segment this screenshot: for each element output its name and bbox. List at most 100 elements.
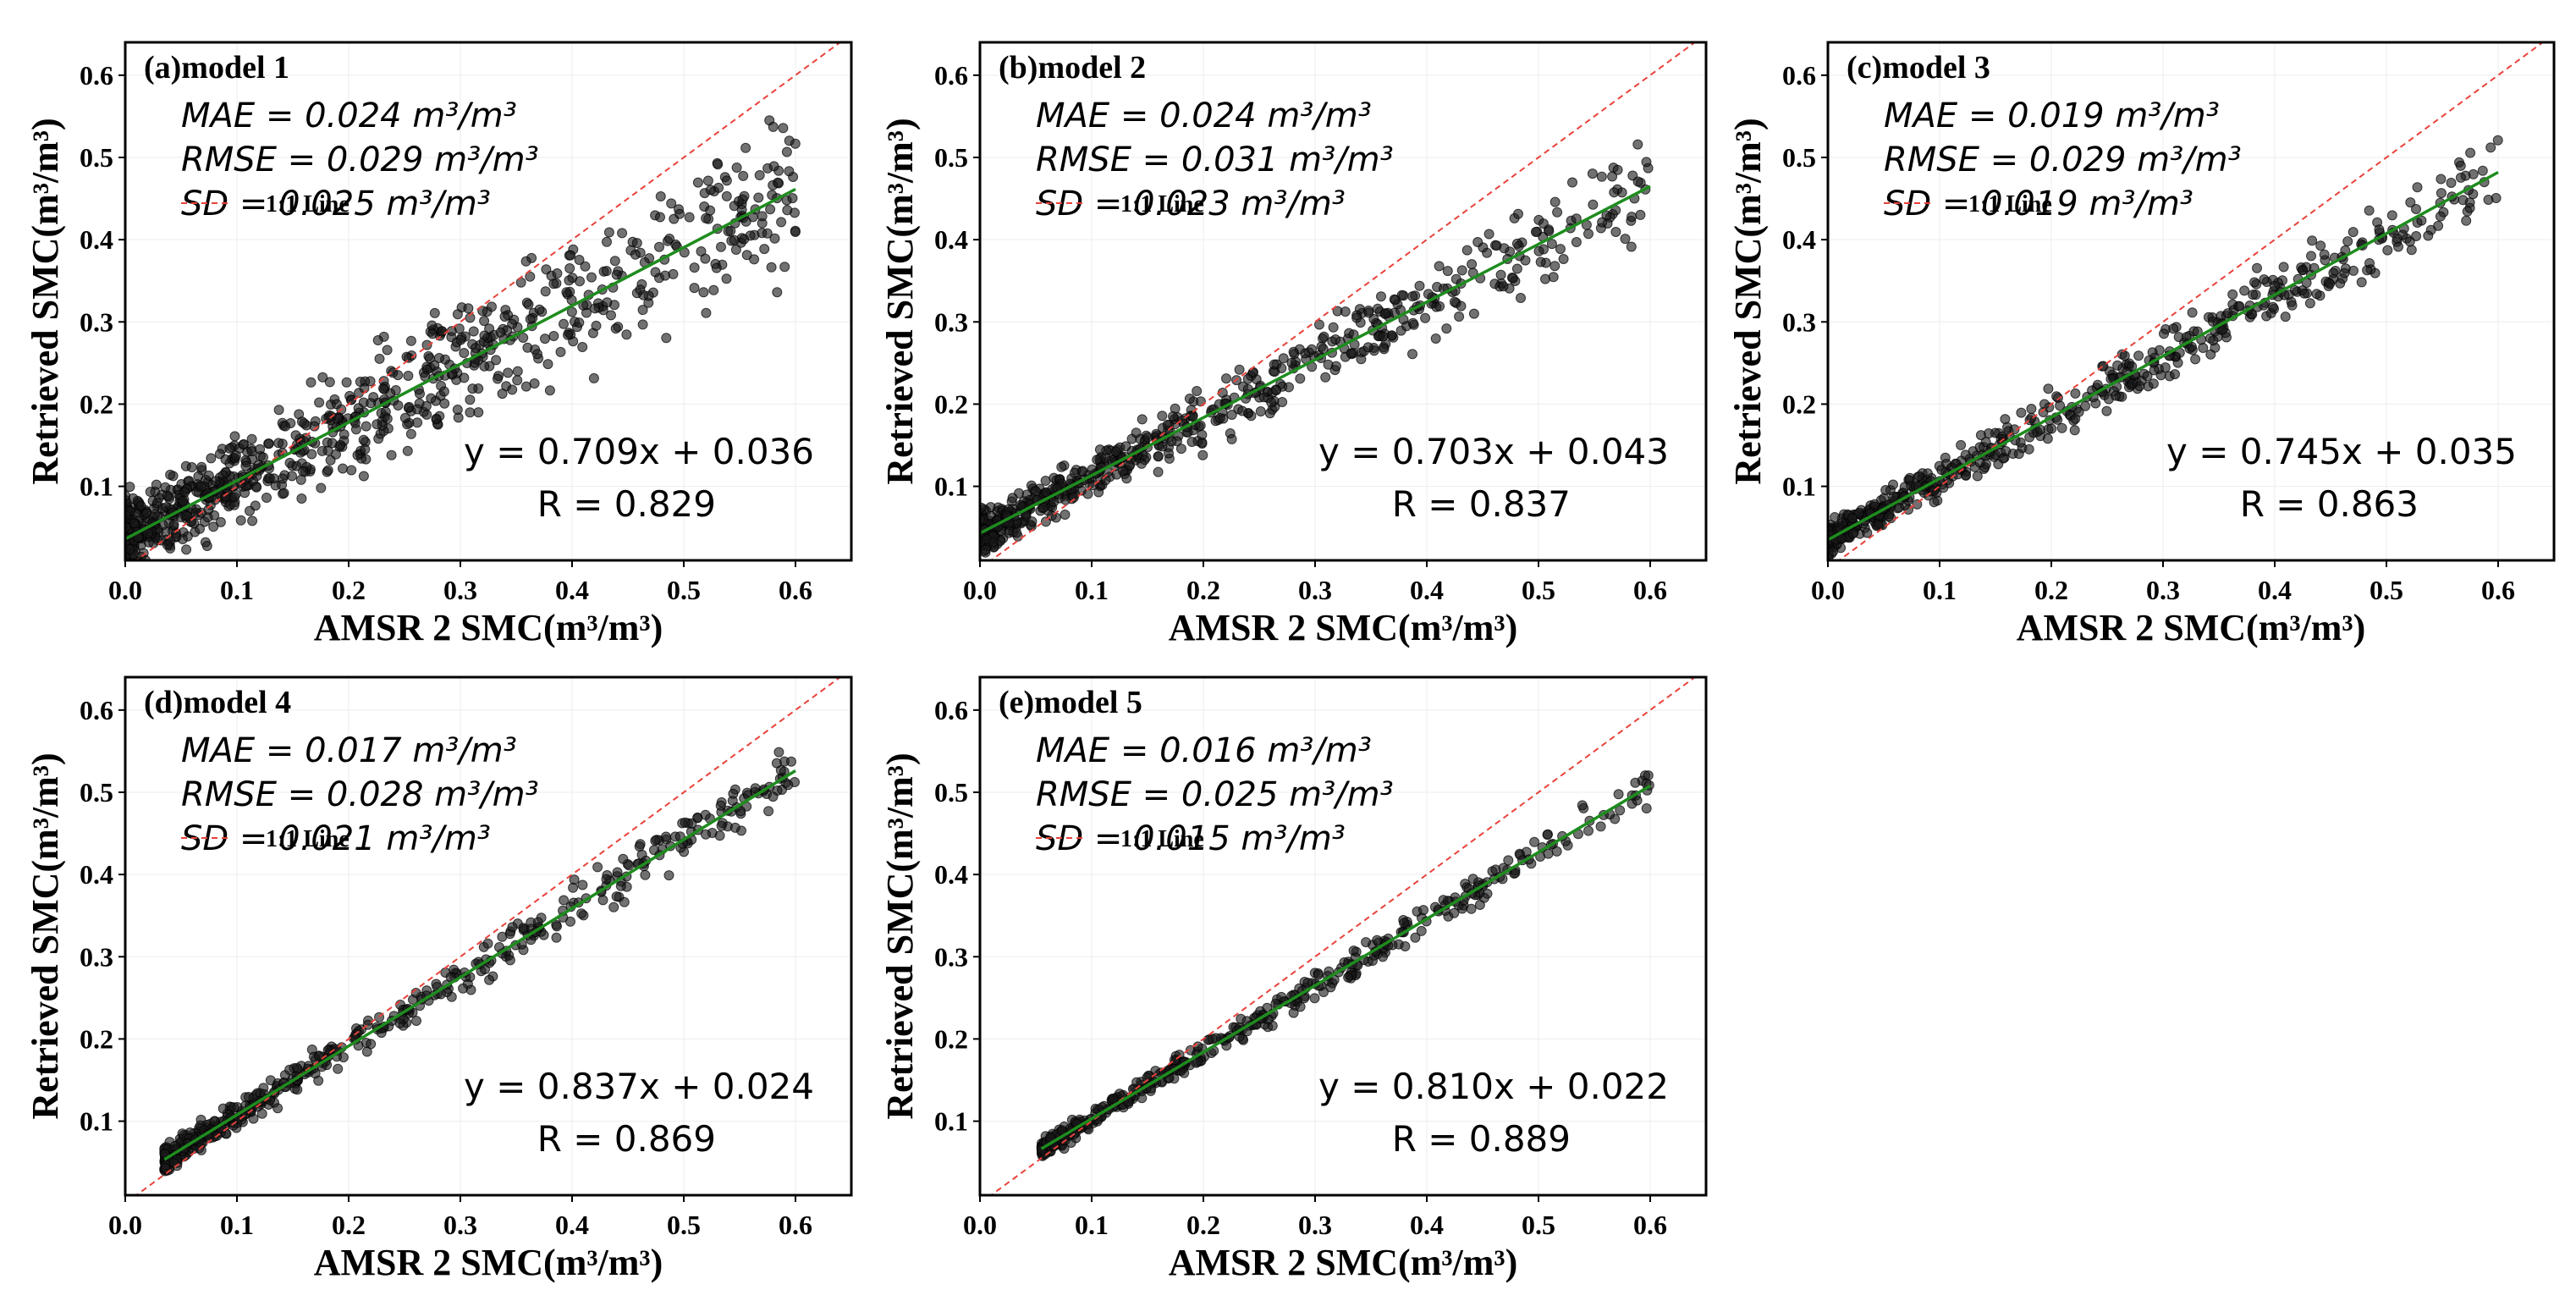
- data-point: [701, 212, 712, 223]
- data-point: [754, 170, 765, 180]
- data-point: [141, 508, 151, 519]
- data-point: [1313, 969, 1324, 980]
- data-point: [2436, 188, 2447, 199]
- data-point: [2070, 413, 2081, 424]
- data-point: [701, 307, 712, 318]
- data-point: [209, 1116, 220, 1127]
- data-point: [650, 267, 661, 278]
- data-point: [1914, 471, 1924, 482]
- data-point: [776, 217, 787, 228]
- data-point: [739, 234, 750, 245]
- data-point: [333, 1063, 344, 1074]
- data-point: [2042, 433, 2053, 444]
- plot-frame: [978, 41, 1708, 562]
- data-point: [1407, 291, 1418, 302]
- y-tick-label: 0.3: [934, 941, 968, 972]
- data-point: [1351, 312, 1362, 323]
- plot-frame: [1826, 41, 2556, 562]
- data-point: [487, 301, 497, 312]
- data-point: [313, 1075, 324, 1086]
- stat-line: RMSE = 0.029 m³/m³: [1884, 141, 2242, 179]
- data-point: [2455, 172, 2466, 183]
- data-point: [1548, 272, 1559, 283]
- data-point: [2304, 298, 2315, 309]
- data-point: [1031, 486, 1041, 497]
- data-point: [280, 421, 291, 432]
- data-point: [1880, 485, 1891, 495]
- data-point: [1620, 234, 1631, 245]
- data-point: [386, 449, 397, 460]
- data-point: [427, 328, 438, 339]
- data-point: [162, 539, 173, 550]
- data-point: [590, 303, 601, 314]
- data-point: [126, 565, 135, 575]
- data-point: [1164, 448, 1174, 459]
- data-point: [2433, 220, 2444, 231]
- data-point: [1309, 993, 1320, 1004]
- data-point: [258, 452, 268, 463]
- data-point: [736, 204, 747, 215]
- y-tick-label: 0.6: [80, 60, 113, 91]
- data-point: [284, 1064, 295, 1075]
- stat-line: RMSE = 0.031 m³/m³: [1036, 141, 1394, 179]
- data-point: [576, 908, 587, 919]
- data-point: [2127, 378, 2138, 389]
- data-point: [503, 367, 514, 378]
- data-point: [151, 498, 162, 509]
- data-point: [1137, 414, 1148, 425]
- data-point: [1632, 176, 1643, 187]
- data-point: [1049, 497, 1060, 507]
- stat-line: SD = 0.025 m³/m³: [181, 185, 491, 223]
- data-point: [429, 307, 440, 318]
- data-point: [1544, 226, 1555, 237]
- y-tick-label: 0.6: [1782, 60, 1816, 91]
- data-point: [1847, 528, 1858, 539]
- data-point: [611, 269, 622, 280]
- data-point: [251, 482, 262, 493]
- data-point: [1153, 451, 1164, 462]
- data-point: [217, 1103, 228, 1114]
- data-point: [1888, 491, 1899, 502]
- data-point: [228, 1102, 239, 1113]
- x-tick-label: 0.5: [1522, 1210, 1555, 1240]
- data-point: [552, 921, 562, 932]
- y-tick-label: 0.6: [934, 60, 968, 91]
- data-point: [2435, 211, 2446, 222]
- data-point: [654, 241, 664, 252]
- data-point: [129, 518, 140, 529]
- data-point: [165, 469, 176, 480]
- data-point: [1320, 372, 1331, 383]
- data-point: [617, 228, 628, 239]
- data-point: [1166, 436, 1177, 447]
- data-point: [1340, 306, 1351, 317]
- data-point: [711, 262, 722, 273]
- data-point: [358, 471, 369, 482]
- data-point: [1092, 455, 1103, 466]
- x-tick-label: 0.5: [2370, 575, 2403, 605]
- data-point: [602, 297, 613, 308]
- data-point: [162, 490, 173, 501]
- data-point: [1082, 488, 1093, 499]
- x-tick-label: 0.6: [1633, 1210, 1667, 1240]
- data-point: [366, 398, 377, 409]
- data-point: [1583, 825, 1593, 836]
- data-point: [786, 756, 796, 767]
- data-point: [2249, 277, 2260, 288]
- data-point: [684, 212, 695, 223]
- data-points: [159, 747, 800, 1177]
- data-point: [322, 1045, 333, 1056]
- stat-line: MAE = 0.024 m³/m³: [181, 96, 517, 135]
- data-point: [1038, 502, 1049, 513]
- data-point: [299, 418, 310, 429]
- data-point: [1549, 196, 1560, 207]
- fit-equation: y = 0.703x + 0.043: [1318, 431, 1669, 472]
- data-point: [1430, 334, 1441, 344]
- data-point: [459, 348, 470, 358]
- data-point: [228, 499, 239, 510]
- data-point: [1060, 510, 1071, 520]
- y-tick-label: 0.4: [1782, 224, 1816, 255]
- data-point: [2009, 424, 2020, 435]
- data-point: [716, 820, 727, 831]
- data-point: [455, 334, 466, 345]
- data-point: [2186, 341, 2197, 352]
